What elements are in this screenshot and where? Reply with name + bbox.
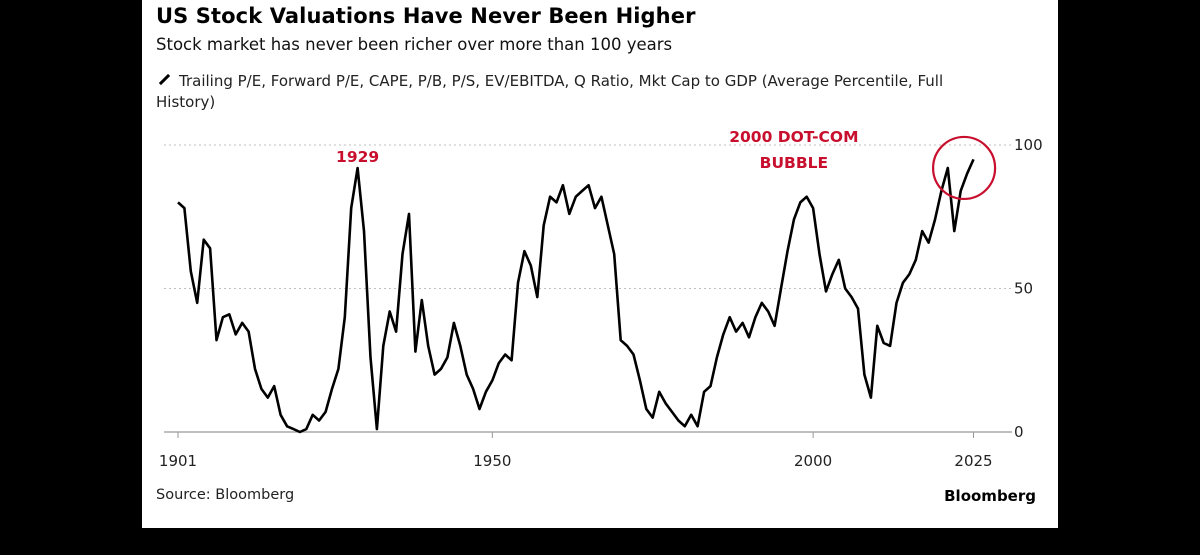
x-axis: 1901 1950 2000 2025 bbox=[159, 431, 1012, 470]
grid: 0 50 100 bbox=[164, 136, 1043, 441]
chart-card: US Stock Valuations Have Never Been High… bbox=[142, 0, 1058, 528]
legend-label: Trailing P/E, Forward P/E, CAPE, P/B, P/… bbox=[156, 72, 944, 111]
x-tick-label: 1950 bbox=[473, 452, 511, 470]
y-tick-label: 50 bbox=[1014, 280, 1033, 298]
series-layer bbox=[177, 158, 975, 434]
y-tick-label: 0 bbox=[1014, 423, 1024, 441]
y-tick-label: 100 bbox=[1014, 136, 1043, 154]
chart-title: US Stock Valuations Have Never Been High… bbox=[156, 4, 696, 28]
bloomberg-logo: Bloomberg bbox=[944, 487, 1036, 505]
legend: Trailing P/E, Forward P/E, CAPE, P/B, P/… bbox=[156, 71, 996, 113]
annotation-label: BUBBLE bbox=[760, 154, 829, 172]
line-chart: 0 50 100 1901 1950 2000 2025 1929 2000 DOT-COM… bbox=[159, 128, 1043, 470]
source-note: Source: Bloomberg bbox=[156, 487, 295, 503]
x-tick-label: 2025 bbox=[954, 452, 992, 470]
x-tick-label: 1901 bbox=[159, 452, 197, 470]
annotation-label: 2000 DOT-COM bbox=[729, 128, 858, 146]
highlight-circle bbox=[931, 135, 997, 201]
annotations: 1929 2000 DOT-COM BUBBLE bbox=[336, 128, 997, 201]
x-tick-label: 2000 bbox=[794, 452, 832, 470]
chart-subtitle: Stock market has never been richer over … bbox=[156, 35, 673, 54]
annotation-label: 1929 bbox=[336, 148, 379, 166]
series-line bbox=[177, 158, 975, 434]
